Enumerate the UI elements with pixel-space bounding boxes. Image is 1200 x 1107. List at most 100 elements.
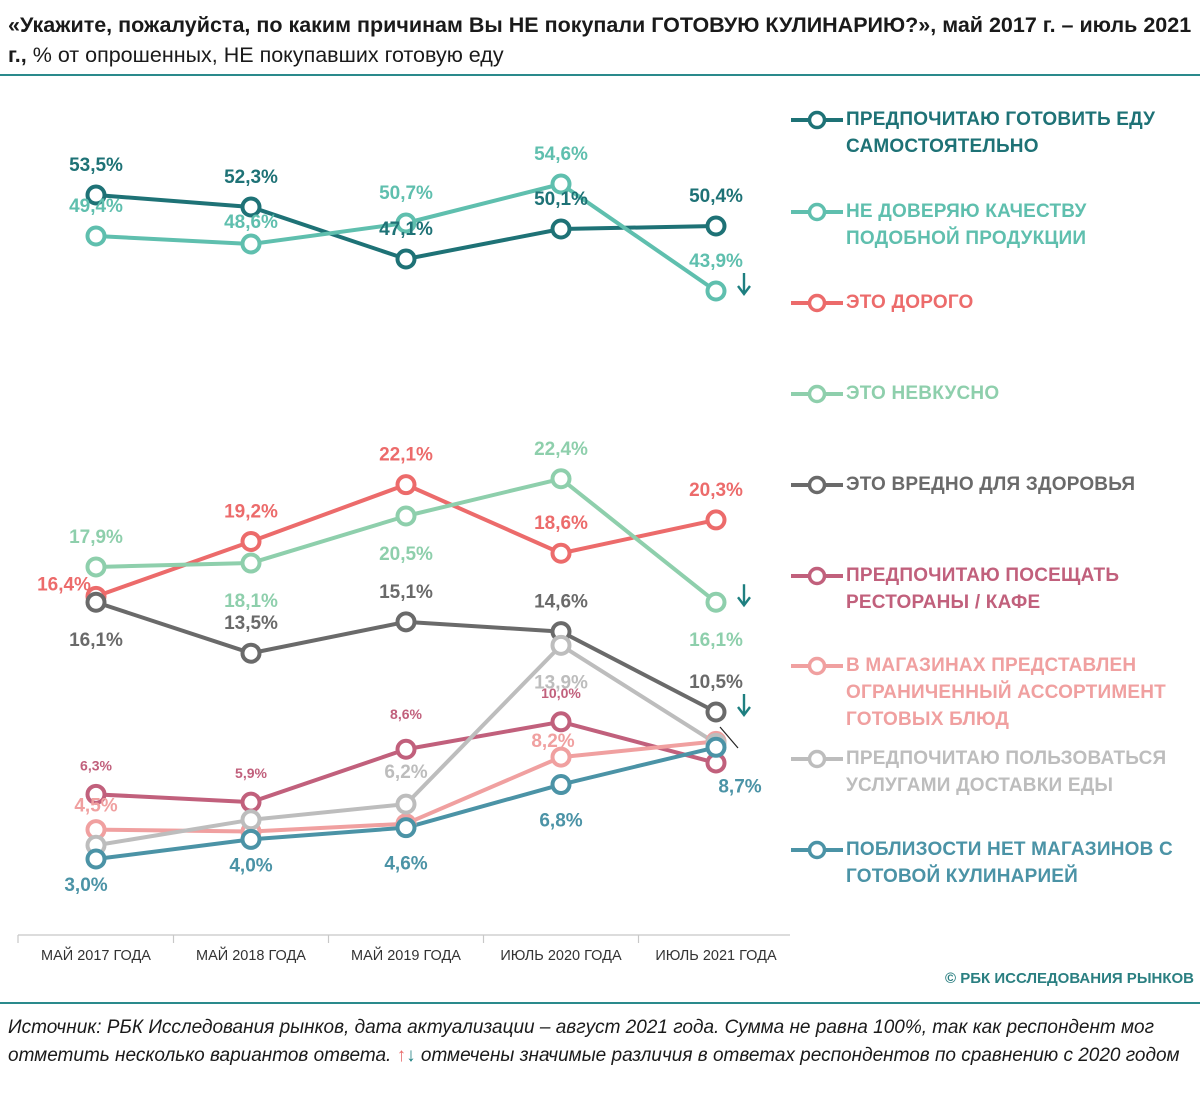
x-axis: МАЙ 2017 ГОДА МАЙ 2018 ГОДА МАЙ 2019 ГОДА И… [17,934,790,964]
legend-marker-icon [791,566,843,586]
data-point [705,701,727,723]
data-label: 16,4% [37,574,91,595]
data-label: 4,5% [74,796,117,817]
arrow-down-icon: ↓ [406,1045,416,1066]
data-label: 6,8% [539,811,582,832]
data-label: 16,1% [689,630,743,651]
bottom-rule [0,1002,1200,1004]
source-text-1: Источник: РБК Исследования рынков, дата … [8,1017,1154,1066]
data-label: 22,1% [379,445,433,466]
legend-marker-icon [791,384,843,404]
data-point [550,542,572,564]
legend-label: ПРЕДПОЧИТАЮ ГОТОВИТЬ ЕДУ САМОСТОЯТЕЛЬНО [846,109,1156,157]
data-label: 8,7% [718,776,761,797]
data-label: 19,2% [224,501,278,522]
data-point [85,848,107,870]
legend-label: ЭТО НЕВКУСНО [846,383,1000,404]
data-label: 47,1% [379,219,433,240]
data-point [395,212,417,234]
legend-item: ЭТО ВРЕДНО ДЛЯ ЗДОРОВЬЯ [790,471,1200,531]
data-point [85,783,107,805]
data-point [705,591,727,613]
data-label: 16,1% [69,630,123,651]
data-point [395,505,417,527]
data-label: 4,6% [384,854,427,875]
legend-label: ПОБЛИЗОСТИ НЕТ МАГАЗИНОВ С ГОТОВОЙ КУЛИН… [846,839,1173,887]
data-label: 18,1% [224,591,278,612]
arrow-down-icon [737,273,751,296]
data-label: 8,6% [390,706,422,722]
data-point [85,556,107,578]
data-point [395,611,417,633]
data-point [550,746,572,768]
data-point [85,591,107,613]
data-point [705,215,727,237]
data-label: 15,1% [379,582,433,603]
data-point [550,711,572,733]
data-point [550,173,572,195]
data-point [240,791,262,813]
series-line [95,482,717,599]
label-leader-line [719,726,739,749]
legend-item: ЭТО НЕВКУСНО [790,380,1200,440]
legend-label: ПРЕДПОЧИТАЮ ПОЛЬЗОВАТЬСЯ УСЛУГАМИ ДОСТАВ… [846,748,1167,796]
legend-marker-icon [791,749,843,769]
data-point [240,530,262,552]
legend-marker-icon [791,656,843,676]
line-chart: МАЙ 2017 ГОДА МАЙ 2018 ГОДА МАЙ 2019 ГОДА И… [17,144,790,964]
data-label: 50,7% [379,183,433,204]
data-label: 43,9% [689,251,743,272]
data-label: 10,5% [689,672,743,693]
data-point [240,552,262,574]
data-point [550,774,572,796]
legend-label: ЭТО ВРЕДНО ДЛЯ ЗДОРОВЬЯ [846,474,1136,495]
data-label: 5,9% [235,765,267,781]
data-point [395,793,417,815]
data-point [395,474,417,496]
data-point [705,509,727,531]
legend-marker-icon [791,840,843,860]
significance-arrows [737,273,751,717]
data-point [550,468,572,490]
data-label: 50,1% [534,189,588,210]
data-label: 20,3% [689,480,743,501]
x-tick-label: МАЙ 2019 ГОДА [351,946,461,964]
legend-label: В МАГАЗИНАХ ПРЕДСТАВЛЕН ОГРАНИЧЕННЫЙ АСС… [846,655,1166,730]
data-label: 6,2% [384,762,427,783]
title-bold: «Укажите, пожалуйста, по каким причинам … [8,13,1192,67]
data-point [395,817,417,839]
title-regular: % от опрошенных, НЕ покупавших готовую е… [26,43,504,67]
data-label: 14,6% [534,592,588,613]
data-label: 48,6% [224,212,278,233]
arrow-down-icon [737,584,751,608]
data-point [550,218,572,240]
legend-item: ЭТО ДОРОГО [790,289,1200,349]
data-label: 17,9% [69,527,123,548]
series-points [85,173,727,870]
source-text-2: отмечены значимые различия в ответах рес… [415,1045,1180,1066]
data-point [240,196,262,218]
data-point [705,280,727,302]
data-label: 20,5% [379,544,433,565]
data-label: 10,0% [541,685,581,701]
data-point [705,736,727,758]
data-label: 54,6% [534,144,588,165]
data-labels: 53,5% 52,3% 47,1% 50,1% 50,4% 49,4% 48,6% 50,7%… [37,144,762,896]
data-label: 4,0% [229,855,272,876]
data-label: 13,9% [534,672,588,693]
data-point [240,233,262,255]
data-label: 13,5% [224,613,278,634]
x-tick-label: ИЮЛЬ 2021 ГОДА [655,948,777,964]
legend-marker-icon [791,475,843,495]
data-point [395,248,417,270]
copyright: © РБК ИССЛЕДОВАНИЯ РЫНКОВ [945,970,1194,987]
legend-label: ЭТО ДОРОГО [846,292,974,313]
legend-marker-icon [791,202,843,222]
data-label: 52,3% [224,167,278,188]
data-label: 50,4% [689,186,743,207]
data-label: 18,6% [534,513,588,534]
legend-item: ПРЕДПОЧИТАЮ ГОТОВИТЬ ЕДУ САМОСТОЯТЕЛЬНО [790,106,1200,166]
data-point [240,828,262,850]
data-point [85,225,107,247]
data-label: 53,5% [69,155,123,176]
